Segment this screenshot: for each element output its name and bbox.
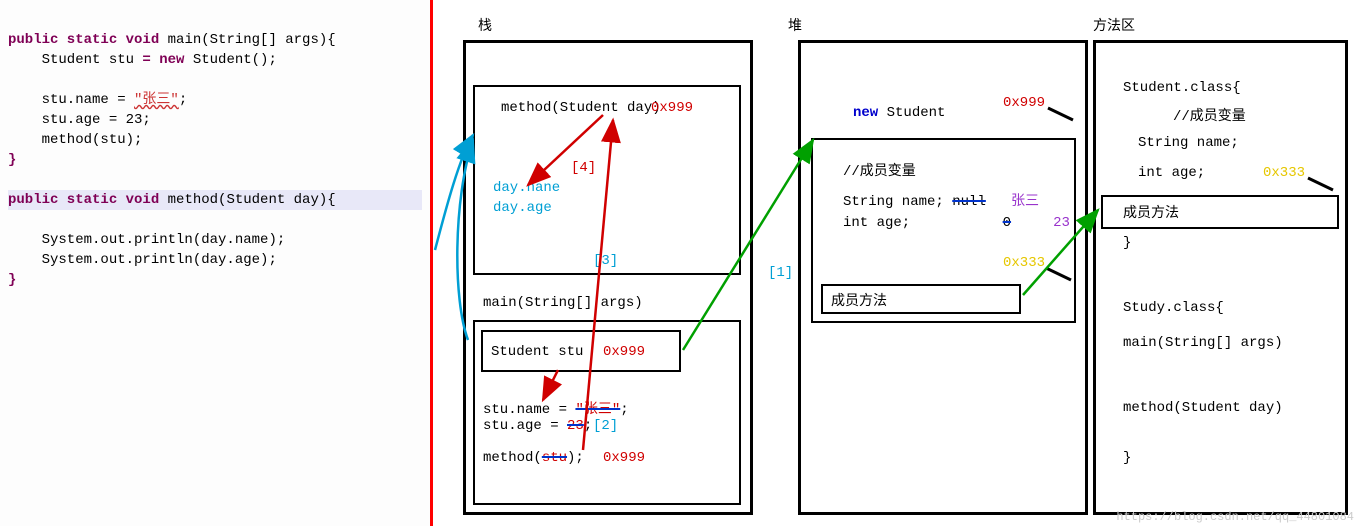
stu-name-line: stu.name = "张三"; bbox=[483, 398, 629, 418]
frame1-title: method(Student day) bbox=[501, 100, 661, 116]
m-main: main(String[] args) bbox=[1123, 335, 1283, 351]
code-l3: stu.name = bbox=[8, 92, 134, 108]
code-l8: System.out.println(day.name); bbox=[8, 232, 285, 248]
m-addr: 0x333 bbox=[1263, 165, 1305, 181]
heap-age: int age; 0 23 bbox=[843, 215, 1070, 231]
watermark: https://blog.csdn.net/qq_44801084 bbox=[1116, 510, 1354, 524]
frame1-dayage: day.age bbox=[493, 200, 552, 216]
step-2: [2] bbox=[593, 418, 618, 434]
stack-label: 栈 bbox=[478, 15, 492, 35]
code-l9: System.out.println(day.age); bbox=[8, 252, 277, 268]
code-panel: public static void main(String[] args){ … bbox=[0, 0, 430, 526]
code-l2c: new bbox=[151, 52, 185, 68]
kw-public: public static void bbox=[8, 32, 159, 48]
m-close1: } bbox=[1123, 235, 1131, 251]
m-method: method(Student day) bbox=[1123, 400, 1283, 416]
code-l2a: Student stu bbox=[8, 52, 142, 68]
code-l3s: "张三" bbox=[134, 92, 179, 108]
code-l2d: Student(); bbox=[184, 52, 276, 68]
m-study-class: Study.class{ bbox=[1123, 300, 1224, 316]
heap-method-label: 成员方法 bbox=[831, 290, 887, 310]
m-method-label: 成员方法 bbox=[1123, 202, 1179, 222]
code-block: public static void main(String[] args){ … bbox=[8, 10, 422, 290]
memory-diagram: 栈 堆 方法区 method(Student day) 0x999 day.na… bbox=[433, 0, 1360, 526]
heap-addr: 0x999 bbox=[1003, 95, 1045, 111]
m-student-class: Student.class{ bbox=[1123, 80, 1241, 96]
stu-addr: 0x999 bbox=[603, 344, 645, 360]
method-call: method(stu); bbox=[483, 450, 584, 466]
stu-age-line: stu.age = 23; bbox=[483, 418, 592, 434]
step-3: [3] bbox=[593, 253, 618, 269]
heap-new: new Student bbox=[853, 105, 945, 121]
step-4: [4] bbox=[571, 160, 596, 176]
frame1-addr: 0x999 bbox=[651, 100, 693, 116]
sig-main: main(String[] args) bbox=[159, 32, 327, 48]
m-age: int age; bbox=[1138, 165, 1205, 181]
code-l5: method(stu); bbox=[8, 132, 142, 148]
heap-label: 堆 bbox=[788, 15, 802, 35]
code-l10: } bbox=[8, 272, 16, 288]
code-l4: stu.age = 23; bbox=[8, 112, 151, 128]
heap-name: String name; null 张三 bbox=[843, 190, 1039, 210]
code-l2b: = bbox=[142, 52, 150, 68]
method-call-addr: 0x999 bbox=[603, 450, 645, 466]
kw-public2: public static void bbox=[8, 192, 159, 208]
frame2-title: main(String[] args) bbox=[483, 295, 643, 311]
stu-var: Student stu bbox=[491, 344, 583, 360]
m-name: String name; bbox=[1138, 135, 1239, 151]
code-l6: } bbox=[8, 152, 16, 168]
heap-comment: //成员变量 bbox=[843, 160, 916, 180]
code-l3e: ; bbox=[179, 92, 187, 108]
frame1-dayname: day.nane bbox=[493, 180, 560, 196]
heap-maddr: 0x333 bbox=[1003, 255, 1045, 271]
sig-method: method(Student day) bbox=[159, 192, 327, 208]
m-member-comment: //成员变量 bbox=[1173, 105, 1246, 125]
methodarea-label: 方法区 bbox=[1093, 15, 1135, 35]
step-1: [1] bbox=[768, 265, 793, 281]
m-close2: } bbox=[1123, 450, 1131, 466]
